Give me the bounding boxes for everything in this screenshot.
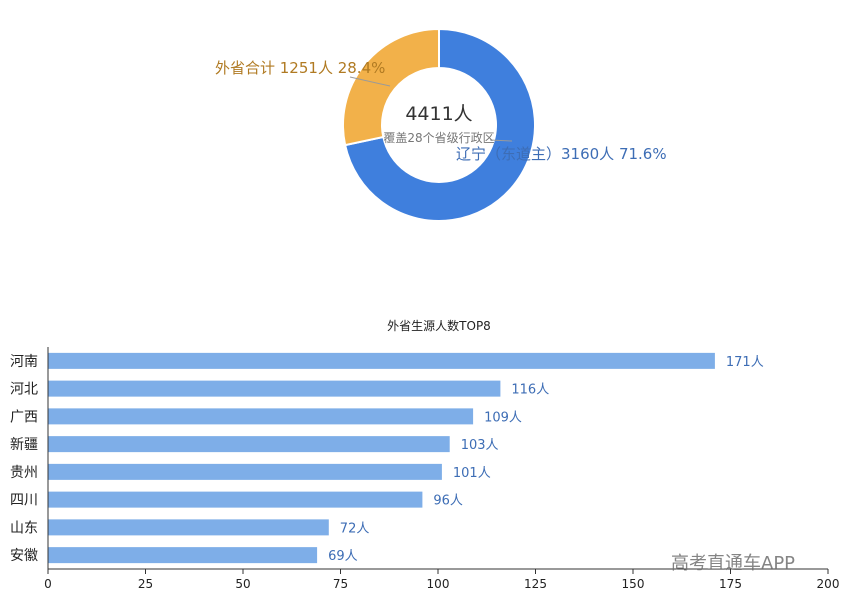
- donut-center-total: 4411人: [405, 103, 472, 125]
- slice-leader-line: [489, 139, 513, 142]
- x-tick-label: 25: [138, 577, 153, 591]
- donut-slice: [342, 27, 440, 147]
- slice-label: 外省合计 1251人 28.4%: [215, 59, 385, 77]
- category-label: 安徽: [10, 548, 38, 564]
- bar-6: [48, 519, 329, 536]
- x-tick-label: 150: [622, 577, 645, 591]
- bar-0: [48, 352, 715, 369]
- category-label: 河北: [10, 382, 38, 398]
- bar-value-label: 103人: [461, 438, 499, 453]
- x-tick-label: 200: [817, 577, 840, 591]
- x-tick-label: 125: [524, 577, 547, 591]
- bar-chart-title: 外省生源人数TOP8: [387, 318, 491, 333]
- bar-value-label: 96人: [433, 494, 463, 509]
- bar-5: [48, 491, 423, 508]
- x-tick-label: 0: [44, 577, 52, 591]
- category-label: 贵州: [10, 465, 38, 481]
- bar-7: [48, 547, 318, 564]
- x-tick-label: 175: [719, 577, 742, 591]
- x-tick-label: 75: [333, 577, 348, 591]
- bar-value-label: 116人: [511, 383, 549, 398]
- bar-3: [48, 436, 450, 453]
- donut-center-subtitle: 覆盖28个省级行政区: [383, 131, 494, 145]
- category-label: 山东: [10, 520, 38, 536]
- bar-4: [48, 463, 442, 480]
- slice-label: 辽宁（东道主）3160人 71.6%: [456, 145, 667, 163]
- x-tick-label: 100: [427, 577, 450, 591]
- bar-value-label: 109人: [484, 410, 522, 425]
- category-label: 新疆: [10, 437, 38, 453]
- donut-slice: [343, 27, 536, 222]
- bar-value-label: 101人: [453, 466, 491, 481]
- watermark: 高考直通车APP: [671, 553, 796, 574]
- bar-1: [48, 380, 501, 397]
- category-label: 广西: [10, 409, 38, 425]
- category-label: 河南: [10, 354, 38, 370]
- bar-value-label: 72人: [340, 521, 370, 536]
- slice-leader-line: [349, 76, 391, 87]
- category-label: 四川: [10, 493, 38, 509]
- bar-value-label: 69人: [328, 549, 358, 564]
- bar-2: [48, 408, 474, 425]
- bar-value-label: 171人: [726, 355, 764, 370]
- x-tick-label: 50: [235, 577, 250, 591]
